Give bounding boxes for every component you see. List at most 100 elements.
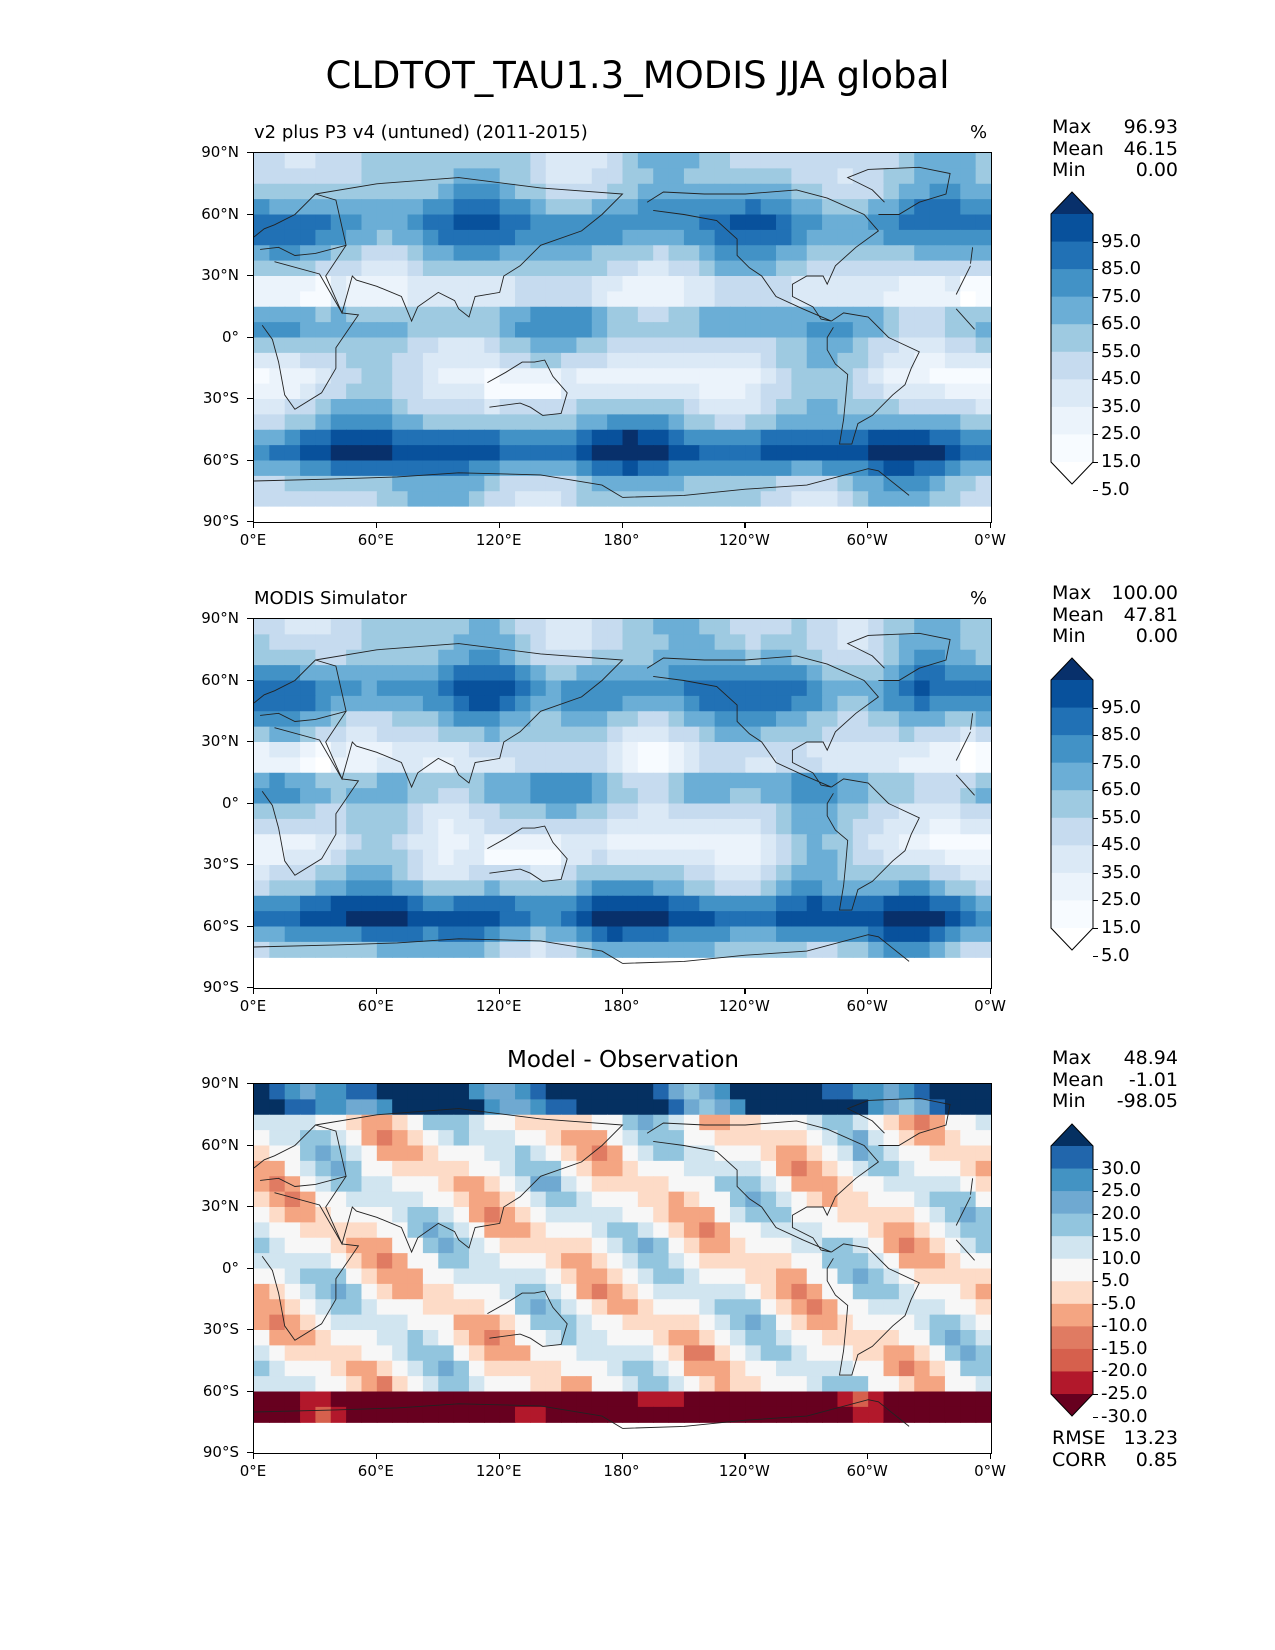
field-cell [714, 803, 731, 820]
field-cell [960, 1268, 977, 1285]
stat-row: Max 96.93 [1052, 116, 1178, 139]
field-cell [407, 1330, 424, 1346]
field-cell [868, 276, 885, 292]
field-cell [653, 383, 670, 400]
field-cell [914, 399, 931, 415]
field-cell [806, 352, 823, 369]
field-cell [806, 1253, 823, 1270]
field-cell [422, 1360, 439, 1377]
field-cell [591, 352, 608, 369]
field-cell [300, 1253, 317, 1270]
field-cell [868, 926, 885, 943]
field-cell [576, 757, 593, 774]
field-cell [438, 460, 455, 477]
field-cell [607, 803, 624, 820]
field-cell [300, 742, 317, 758]
field-cell [484, 803, 501, 820]
field-cell [868, 153, 885, 169]
field-cell [591, 895, 608, 912]
field-cell [591, 1222, 608, 1239]
field-cell [806, 926, 823, 943]
field-cell [376, 153, 393, 169]
field-cell [760, 368, 777, 385]
field-cell [591, 1345, 608, 1362]
field-cell [361, 849, 378, 866]
field-cell [914, 1114, 931, 1131]
field-cell [668, 834, 685, 851]
field-cell [653, 619, 670, 635]
field-cell [484, 772, 501, 789]
field-cell [545, 849, 562, 866]
field-cell [515, 337, 531, 354]
field-cell [668, 352, 685, 369]
field-cell [254, 941, 270, 958]
field-cell [975, 695, 991, 712]
field-cell [422, 322, 439, 339]
field-cell [914, 849, 931, 866]
field-cell [653, 1314, 670, 1331]
field-cell [284, 865, 301, 881]
field-cell [515, 1176, 531, 1193]
field-cell [898, 260, 915, 277]
field-cell [714, 1283, 731, 1300]
field-cell [898, 491, 915, 508]
field-cell [530, 1345, 547, 1362]
field-cell [960, 475, 977, 492]
field-cell [361, 880, 378, 897]
field-cell [453, 306, 470, 323]
field-cell [883, 368, 900, 385]
lat-tick-mark [247, 1390, 253, 1392]
field-cell [852, 1253, 869, 1270]
field-cell [515, 1376, 531, 1393]
field-cell [960, 460, 977, 477]
field-cell [376, 711, 393, 728]
field-cell [376, 414, 393, 431]
field-cell [545, 429, 562, 446]
field-cell [822, 1299, 839, 1316]
field-cell [545, 619, 562, 635]
field-cell [683, 1099, 700, 1116]
field-cell [499, 383, 516, 400]
stat-row: Mean 47.81 [1052, 604, 1178, 627]
field-cell [668, 772, 685, 789]
field-cell [868, 849, 885, 866]
field-cell [729, 634, 746, 651]
field-cell [929, 680, 946, 697]
field-cell [607, 1176, 624, 1193]
field-cell [837, 1237, 854, 1254]
field-cell [607, 1299, 624, 1316]
field-cell [729, 1391, 746, 1408]
field-cell [791, 414, 808, 431]
field-cell [392, 1130, 409, 1147]
field-cell [515, 849, 531, 866]
field-cell [729, 1191, 746, 1208]
stat-value: 0.00 [1135, 159, 1178, 182]
field-cell [392, 895, 409, 912]
field-cell [576, 1176, 593, 1193]
field-cell [407, 1207, 424, 1223]
field-cell [607, 665, 624, 682]
field-cell [392, 1376, 409, 1393]
field-cell [729, 429, 746, 446]
field-cell [576, 895, 593, 912]
field-cell [607, 619, 624, 635]
field-cell [699, 306, 716, 323]
field-cell [591, 1253, 608, 1270]
field-cell [269, 383, 286, 400]
field-cell [545, 245, 562, 262]
field-cell [975, 1237, 991, 1254]
field-cell [653, 306, 670, 323]
field-cell [683, 475, 700, 492]
field-cell [499, 1253, 516, 1270]
field-cell [269, 711, 286, 728]
field-cell [868, 399, 885, 415]
field-cell [729, 445, 746, 462]
field-cell [760, 460, 777, 477]
coastline [254, 1124, 974, 1195]
field-cell [852, 506, 869, 522]
field-cell [683, 1222, 700, 1239]
field-cell [315, 711, 332, 728]
field-cell [561, 383, 578, 400]
field-cell [653, 1391, 670, 1408]
field-cell [914, 260, 931, 277]
